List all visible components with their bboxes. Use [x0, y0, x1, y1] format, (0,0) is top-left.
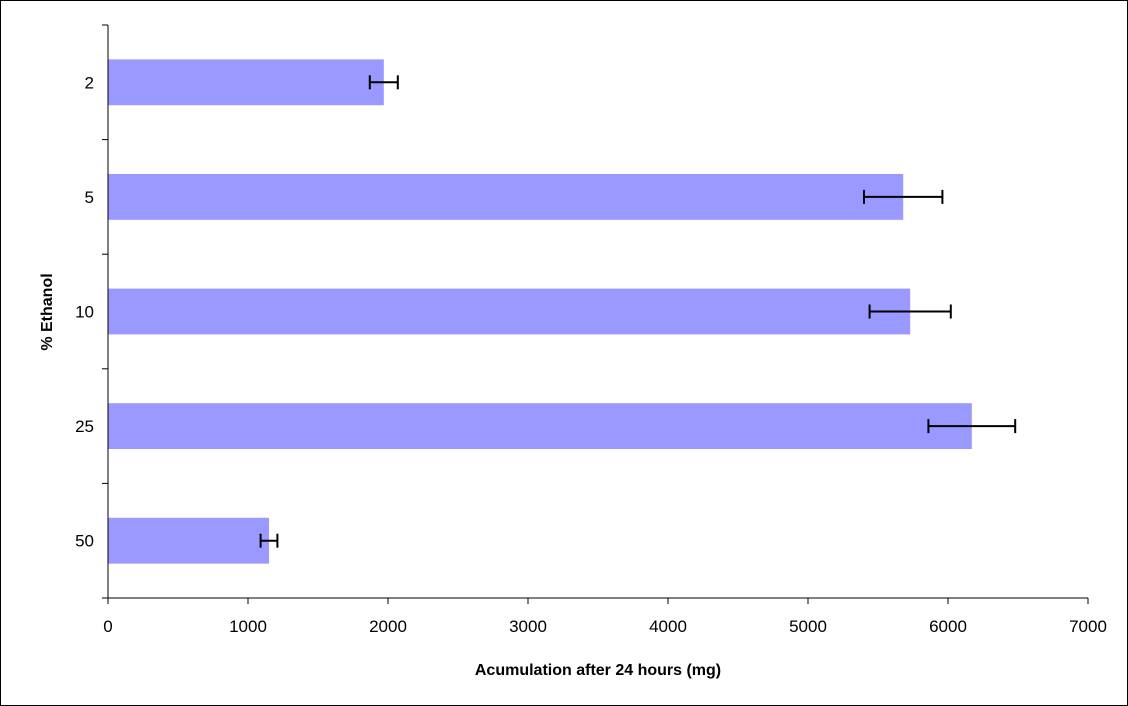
error-bars-layer [259, 75, 1017, 548]
error-bar-50 [259, 533, 279, 548]
bars-layer [108, 59, 972, 564]
y-tick-label-2: 2 [85, 73, 94, 92]
error-bar-2 [368, 75, 399, 90]
x-axis-title: Acumulation after 24 hours (mg) [475, 662, 721, 679]
x-tick-label-7000: 7000 [1069, 617, 1107, 636]
bar-10 [108, 288, 911, 335]
x-tick-label-3000: 3000 [509, 617, 547, 636]
x-tick-label-6000: 6000 [929, 617, 967, 636]
x-tick-label-2000: 2000 [369, 617, 407, 636]
bar-50 [108, 517, 269, 564]
y-axis-title: % Ethanol [39, 273, 56, 350]
y-tick-label-10: 10 [75, 303, 94, 322]
x-tick-label-5000: 5000 [789, 617, 827, 636]
axes-layer [102, 24, 1089, 604]
y-tick-label-50: 50 [75, 532, 94, 551]
error-bar-10 [868, 304, 952, 319]
x-tick-label-4000: 4000 [649, 617, 687, 636]
bar-5 [108, 173, 904, 220]
bar-25 [108, 403, 972, 450]
error-bar-25 [927, 419, 1017, 434]
bar-2 [108, 59, 384, 106]
y-tick-label-5: 5 [85, 188, 94, 207]
x-tick-label-1000: 1000 [229, 617, 267, 636]
error-bar-5 [863, 189, 944, 204]
x-tick-label-0: 0 [103, 617, 112, 636]
y-tick-label-25: 25 [75, 417, 94, 436]
